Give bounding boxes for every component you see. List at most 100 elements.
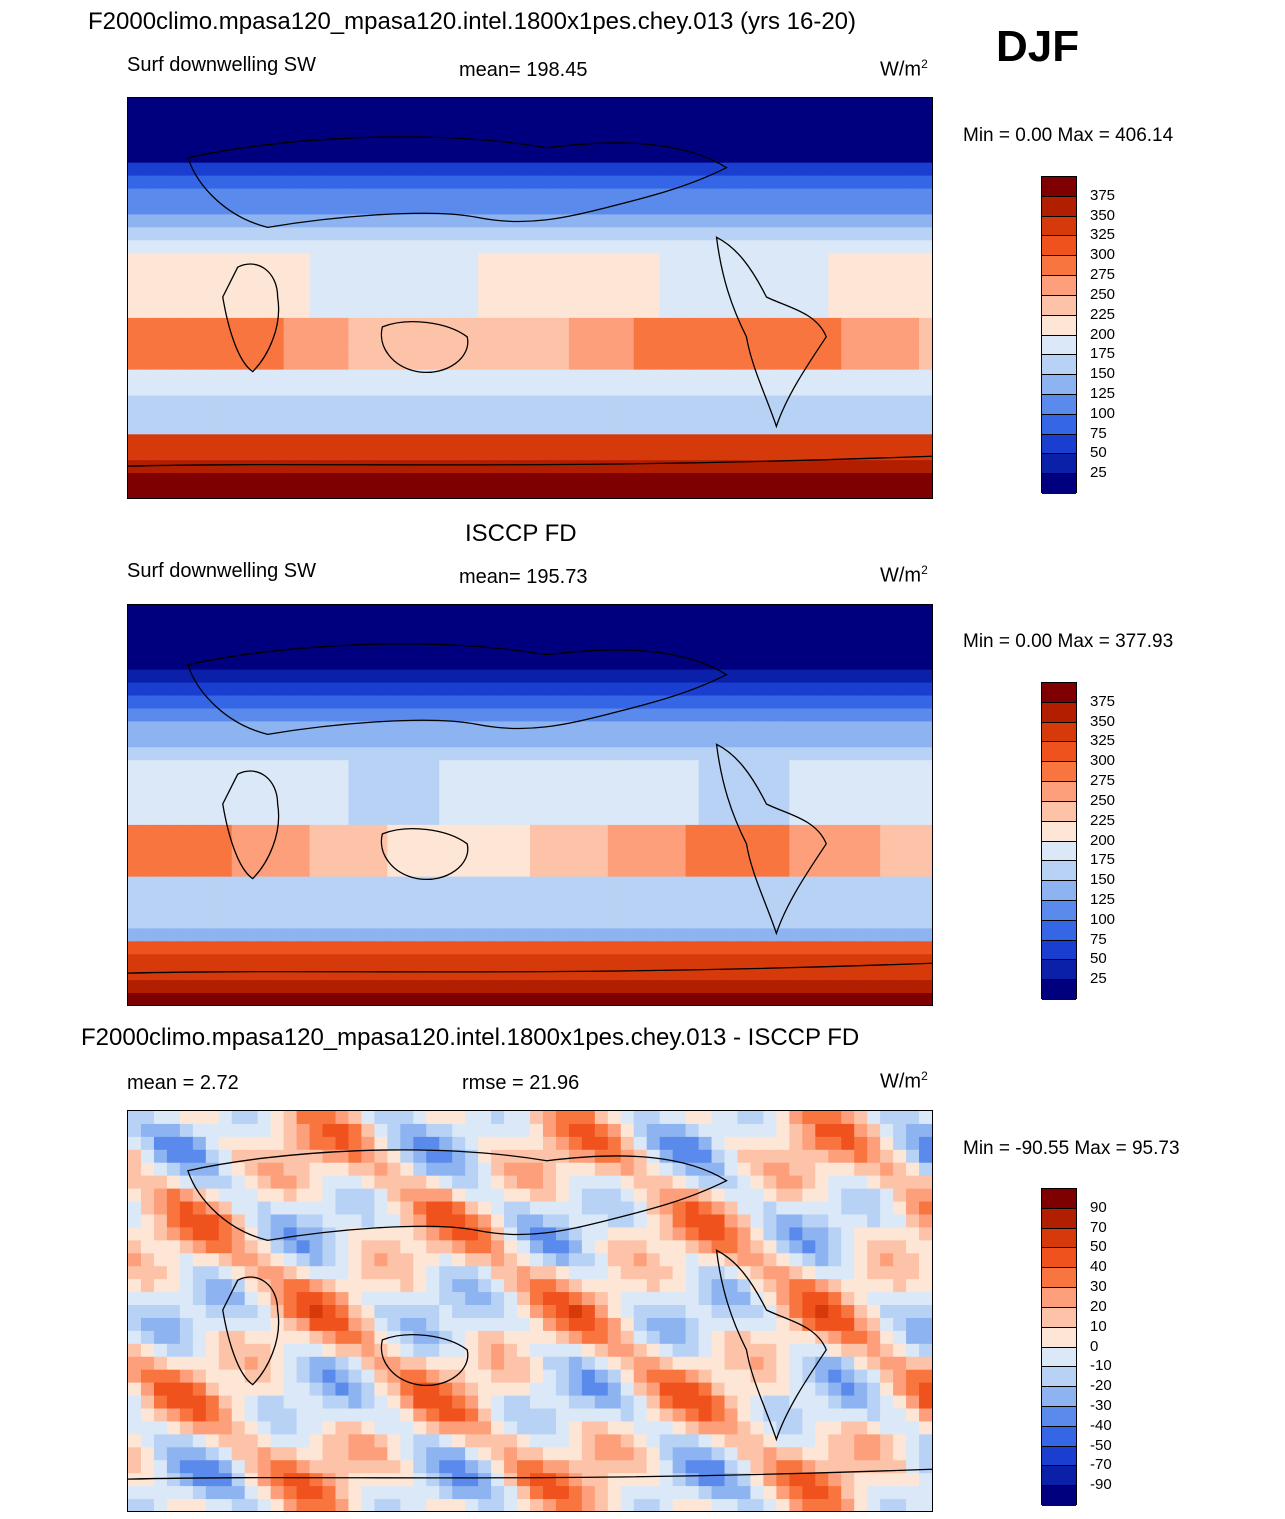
colorbar-tick-label: 25	[1090, 970, 1107, 988]
colorbar-tick-label: 125	[1090, 890, 1116, 908]
colorbar-tick-label: 350	[1090, 712, 1116, 730]
colorbar-tick-label: 175	[1090, 851, 1116, 869]
colorbar-tick-label: 125	[1090, 384, 1116, 402]
colorbar-swatch	[1042, 1327, 1076, 1348]
colorbar-swatch	[1042, 722, 1076, 743]
colorbar-tick-label: 30	[1090, 1278, 1107, 1296]
colorbar-tick-label: 375	[1090, 692, 1116, 710]
colorbar-tick-label: -10	[1090, 1357, 1112, 1375]
colorbar-tick-label: 300	[1090, 246, 1116, 264]
colorbar-swatch	[1042, 762, 1076, 783]
colorbar-tick-label: 325	[1090, 732, 1116, 750]
colorbar-swatch	[1042, 375, 1076, 395]
colorbar-swatch	[1042, 920, 1076, 941]
colorbar-swatch	[1042, 881, 1076, 901]
colorbar-tick-label: 10	[1090, 1317, 1107, 1335]
colorbar-swatch	[1042, 295, 1076, 316]
colorbar-swatch	[1042, 861, 1076, 882]
colorbar-swatch	[1042, 980, 1076, 1000]
colorbar-swatch	[1042, 474, 1076, 494]
colorbar-swatch	[1042, 1228, 1076, 1249]
colorbar-swatch	[1042, 414, 1076, 435]
panel2-title: ISCCP FD	[465, 520, 577, 547]
colorbar-tick-label: 325	[1090, 226, 1116, 244]
colorbar-swatch	[1042, 1288, 1076, 1308]
colorbar-swatch	[1042, 1208, 1076, 1229]
panel3-colorbar	[1041, 1188, 1077, 1506]
colorbar-swatch	[1042, 434, 1076, 455]
panel3-map	[127, 1110, 933, 1512]
colorbar-swatch	[1042, 1387, 1076, 1407]
panel3-mean-label: mean = 2.72	[127, 1072, 239, 1094]
panel2-colorbar	[1041, 682, 1077, 1000]
colorbar-swatch	[1042, 940, 1076, 961]
colorbar-swatch	[1042, 900, 1076, 921]
colorbar-tick-label: 150	[1090, 871, 1116, 889]
colorbar-tick-label: -90	[1090, 1476, 1112, 1494]
colorbar-tick-label: -20	[1090, 1377, 1112, 1395]
colorbar-swatch	[1042, 1406, 1076, 1427]
colorbar-tick-label: 75	[1090, 930, 1107, 948]
colorbar-swatch	[1042, 801, 1076, 822]
panel1-units: W/m2	[880, 57, 928, 81]
colorbar-swatch	[1042, 1446, 1076, 1467]
panel2-mean-label: mean= 195.73	[459, 566, 588, 588]
colorbar-tick-label: 375	[1090, 186, 1116, 204]
colorbar-swatch	[1042, 1248, 1076, 1269]
colorbar-swatch	[1042, 702, 1076, 723]
colorbar-swatch	[1042, 1347, 1076, 1368]
panel3-minmax: Min = -90.55 Max = 95.73	[963, 1138, 1180, 1159]
panel1-colorbar	[1041, 176, 1077, 494]
colorbar-swatch	[1042, 1426, 1076, 1447]
colorbar-tick-label: -70	[1090, 1456, 1112, 1474]
colorbar-tick-label: 100	[1090, 910, 1116, 928]
colorbar-swatch	[1042, 821, 1076, 842]
colorbar-tick-label: -40	[1090, 1416, 1112, 1434]
panel2-variable-label: Surf downwelling SW	[127, 560, 316, 582]
colorbar-swatch	[1042, 841, 1076, 862]
colorbar-tick-label: 40	[1090, 1258, 1107, 1276]
panel1-map	[127, 97, 933, 499]
colorbar-swatch	[1042, 782, 1076, 802]
panel2-minmax: Min = 0.00 Max = 377.93	[963, 631, 1174, 652]
colorbar-swatch	[1042, 960, 1076, 981]
panel1-minmax: Min = 0.00 Max = 406.14	[963, 125, 1174, 146]
colorbar-swatch	[1042, 454, 1076, 475]
colorbar-tick-label: 50	[1090, 444, 1107, 462]
colorbar-swatch	[1042, 256, 1076, 277]
colorbar-swatch	[1042, 196, 1076, 217]
colorbar-tick-label: 225	[1090, 811, 1116, 829]
colorbar-swatch	[1042, 1466, 1076, 1487]
colorbar-tick-label: 25	[1090, 464, 1107, 482]
panel1-variable-label: Surf downwelling SW	[127, 54, 316, 76]
colorbar-tick-label: 275	[1090, 772, 1116, 790]
colorbar-swatch	[1042, 742, 1076, 763]
panel2-units: W/m2	[880, 563, 928, 587]
panel2-map-field	[128, 605, 932, 1005]
colorbar-swatch	[1042, 1307, 1076, 1328]
colorbar-tick-label: -50	[1090, 1436, 1112, 1454]
colorbar-swatch	[1042, 394, 1076, 415]
colorbar-tick-label: 250	[1090, 791, 1116, 809]
panel1-mean-label: mean= 198.45	[459, 59, 588, 81]
colorbar-tick-label: 225	[1090, 305, 1116, 323]
colorbar-swatch	[1042, 236, 1076, 257]
colorbar-swatch	[1042, 355, 1076, 376]
panel3-rmse-label: rmse = 21.96	[462, 1072, 580, 1094]
colorbar-tick-label: 75	[1090, 424, 1107, 442]
colorbar-swatch	[1042, 1367, 1076, 1388]
colorbar-tick-label: 50	[1090, 1238, 1107, 1256]
colorbar-tick-label: 150	[1090, 365, 1116, 383]
colorbar-tick-label: 70	[1090, 1218, 1107, 1236]
colorbar-tick-label: 50	[1090, 950, 1107, 968]
colorbar-tick-label: 300	[1090, 752, 1116, 770]
colorbar-swatch	[1042, 335, 1076, 356]
colorbar-swatch	[1042, 1268, 1076, 1289]
colorbar-swatch	[1042, 216, 1076, 237]
colorbar-tick-label: -30	[1090, 1396, 1112, 1414]
colorbar-tick-label: 90	[1090, 1198, 1107, 1216]
season-label: DJF	[996, 22, 1080, 71]
colorbar-swatch	[1042, 276, 1076, 296]
colorbar-tick-label: 275	[1090, 266, 1116, 284]
colorbar-tick-label: 100	[1090, 404, 1116, 422]
